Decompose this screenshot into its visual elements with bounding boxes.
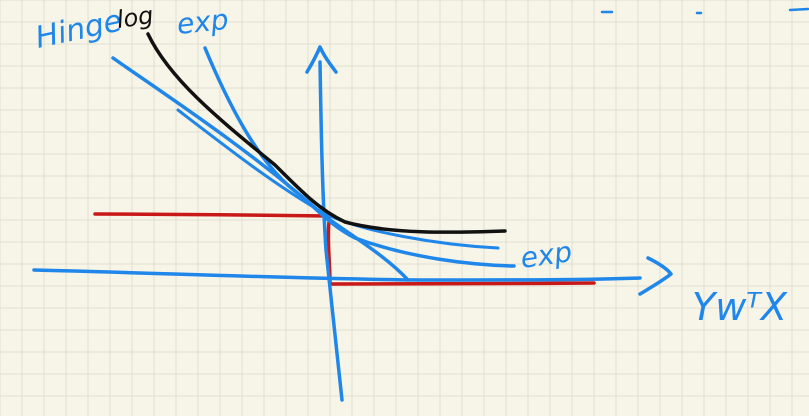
y-axis-line — [318, 60, 344, 402]
exp-loss-curve — [203, 46, 516, 268]
top-edge-marks — [600, 7, 809, 15]
log-label: log — [115, 1, 155, 34]
exp-top-label: exp — [175, 3, 230, 41]
x-axis-label: YwᵀX — [692, 285, 788, 329]
zero-one-loss-curve — [93, 212, 596, 286]
exp-right-label: exp — [518, 235, 574, 275]
y-axis-arrowhead — [305, 45, 338, 74]
log-loss-curve — [146, 32, 507, 234]
x-axis-arrowhead — [638, 256, 673, 296]
blue-loss-curve-secondary — [176, 108, 500, 250]
x-axis-line — [32, 268, 642, 282]
